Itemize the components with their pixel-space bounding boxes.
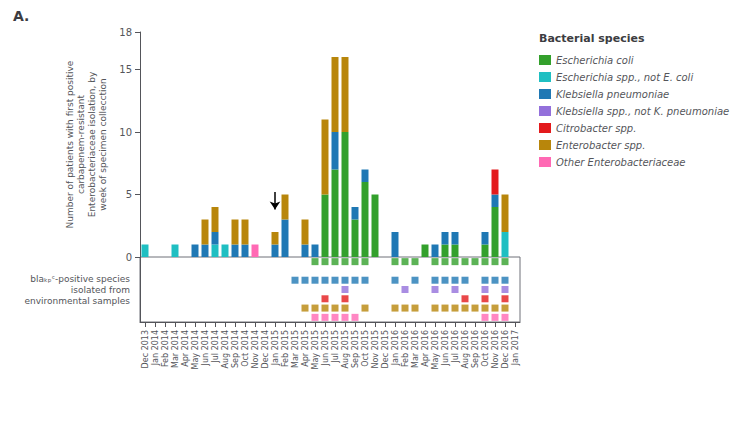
svg-text:Jul 2016: Jul 2016 [451,330,460,364]
svg-text:10: 10 [119,127,132,138]
svg-text:Oct 2016: Oct 2016 [481,330,490,367]
svg-text:Jun 2014: Jun 2014 [201,330,210,366]
svg-text:blaₖₚᶜ-positive species: blaₖₚᶜ-positive species [30,274,130,284]
svg-text:Klebsiella pneumoniae: Klebsiella pneumoniae [556,89,669,100]
svg-text:May 2016: May 2016 [431,330,440,369]
svg-text:Jan 2017: Jan 2017 [511,330,520,366]
svg-text:Jan 2014: Jan 2014 [151,330,160,366]
svg-text:Feb 2015: Feb 2015 [281,330,290,367]
svg-text:Dec 2016: Dec 2016 [501,330,510,368]
svg-text:environmental samples: environmental samples [24,296,130,306]
svg-text:Apr 2014: Apr 2014 [181,330,190,367]
svg-text:Apr 2015: Apr 2015 [301,330,310,367]
svg-text:Escherichia coli: Escherichia coli [556,55,634,66]
svg-text:May 2015: May 2015 [311,330,320,369]
svg-text:Oct 2015: Oct 2015 [361,330,370,367]
svg-text:Nov 2016: Nov 2016 [491,330,500,369]
svg-text:15: 15 [119,64,132,75]
svg-text:Nov 2015: Nov 2015 [371,330,380,369]
svg-text:Jul 2014: Jul 2014 [211,330,220,364]
svg-text:Dec 2013: Dec 2013 [141,330,150,368]
svg-text:Aug 2015: Aug 2015 [341,330,350,369]
svg-text:Sep 2015: Sep 2015 [351,330,360,368]
svg-text:Jun 2016: Jun 2016 [441,330,450,366]
svg-text:Jan 2016: Jan 2016 [391,330,400,366]
svg-text:May 2014: May 2014 [191,330,200,369]
svg-text:Aug 2016: Aug 2016 [461,330,470,369]
svg-text:Sep 2014: Sep 2014 [231,330,240,368]
svg-text:Jul 2015: Jul 2015 [331,330,340,364]
svg-text:Mar 2015: Mar 2015 [291,330,300,368]
svg-text:Number of patients with first: Number of patients with first positive [65,60,75,228]
svg-text:Feb 2016: Feb 2016 [401,330,410,367]
svg-text:5: 5 [126,189,132,200]
svg-text:week of specimen collecction: week of specimen collecction [98,78,108,210]
svg-text:Feb 2014: Feb 2014 [161,330,170,367]
svg-text:Bacterial species: Bacterial species [539,32,645,45]
svg-text:Enterobacteriaceae isolation,: Enterobacteriaceae isolation, by [87,71,97,217]
svg-text:A.: A. [13,8,29,24]
svg-text:Other Enterobacteriaceae: Other Enterobacteriaceae [556,157,686,168]
svg-text:Enterobacter spp.: Enterobacter spp. [556,140,645,151]
svg-text:Mar 2014: Mar 2014 [171,330,180,368]
svg-text:18: 18 [119,27,132,38]
svg-text:Escherichia spp., not E. coli: Escherichia spp., not E. coli [556,72,693,83]
svg-text:Dec 2014: Dec 2014 [261,330,270,368]
svg-text:carbapenem-resistant: carbapenem-resistant [76,94,86,194]
svg-text:Nov 2014: Nov 2014 [251,330,260,369]
svg-text:0: 0 [126,252,132,263]
svg-text:Oct 2014: Oct 2014 [241,330,250,367]
svg-text:Apr 2016: Apr 2016 [421,330,430,367]
svg-text:Sep 2016: Sep 2016 [471,330,480,368]
svg-text:Klebsiella spp., not K. pneumo: Klebsiella spp., not K. pneumoniae [556,106,729,117]
svg-text:Citrobacter spp.: Citrobacter spp. [556,123,636,134]
svg-text:Dec 2015: Dec 2015 [381,330,390,368]
svg-text:Aug 2014: Aug 2014 [221,330,230,369]
svg-text:Mar 2016: Mar 2016 [411,330,420,368]
svg-text:Jan 2015: Jan 2015 [271,330,280,366]
svg-text:Jun 2015: Jun 2015 [321,330,330,366]
svg-text:isolated from: isolated from [71,285,130,295]
